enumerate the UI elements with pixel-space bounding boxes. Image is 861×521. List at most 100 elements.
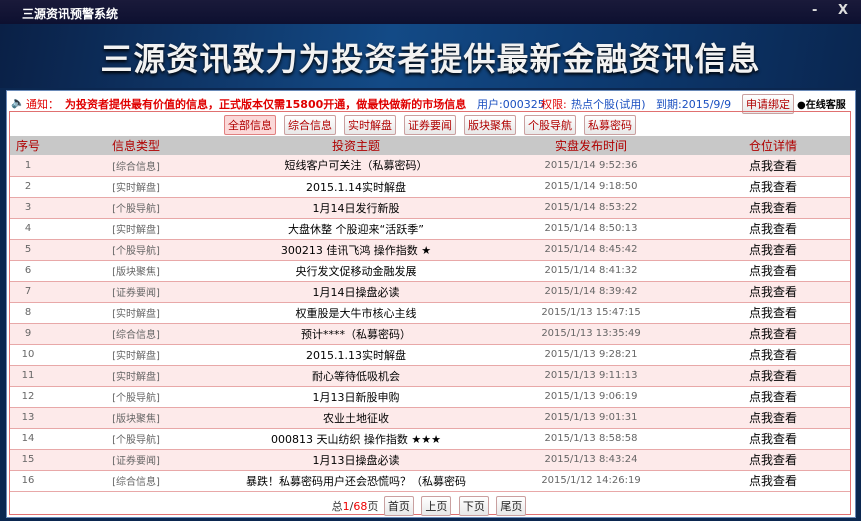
publish-time: 2015/1/13 9:28:21 [486,344,696,366]
subject[interactable]: 农业土地征收 [226,407,486,429]
subject[interactable]: 耐心等待低吸机会 [226,365,486,387]
view-link[interactable]: 点我查看 [696,449,850,471]
view-link[interactable]: 点我查看 [696,407,850,429]
current-page: 1 [342,500,350,513]
view-link[interactable]: 点我查看 [696,302,850,324]
table-row: 11 [实时解盘] 耐心等待低吸机会 2015/1/13 9:11:13 点我查看 [10,365,850,387]
pager-prefix: 总 [331,500,343,513]
filter-button[interactable]: 版块聚焦 [464,115,516,135]
filter-button[interactable]: 证券要闻 [404,115,456,135]
filter-button[interactable]: 综合信息 [284,115,336,135]
filter-button[interactable]: 私募密码 [584,115,636,135]
subject[interactable]: 预计****（私募密码） [226,323,486,345]
publish-time: 2015/1/14 8:41:32 [486,260,696,282]
first-page-button[interactable]: 首页 [383,496,414,516]
view-link[interactable]: 点我查看 [696,428,850,450]
notice-bar: 🔈 通知： 为投资者提供最有价值的信息，正式版本仅需15800开通，做最快做新的… [9,93,851,114]
online-support-link[interactable]: ●在线客服 [797,96,846,111]
apply-bind-button[interactable]: 申请绑定 [742,94,794,114]
publish-time: 2015/1/13 8:43:24 [486,449,696,471]
expire-date: 到期:2015/9/9 [656,98,732,111]
speaker-icon: 🔈 [11,96,25,109]
view-link[interactable]: 点我查看 [696,365,850,387]
subject[interactable]: 000813 天山纺织 操作指数 ★★★ [226,428,486,450]
view-link[interactable]: 点我查看 [696,239,850,261]
banner: 三源资讯致力为投资者提供最新金融资讯信息 [0,24,861,88]
subject[interactable]: 1月13日新股申购 [226,386,486,408]
table-row: 3 [个股导航] 1月14日发行新股 2015/1/14 8:53:22 点我查看 [10,197,850,219]
subject[interactable]: 2015.1.13实时解盘 [226,344,486,366]
subject[interactable]: 权重股是大牛市核心主线 [226,302,486,324]
last-page-button[interactable]: 尾页 [496,496,527,516]
close-button[interactable]: X [838,3,849,18]
row-index: 11 [10,365,46,387]
table-row: 5 [个股导航] 300213 佳讯飞鸿 操作指数 ★ 2015/1/14 8:45:… [10,239,850,261]
filter-button[interactable]: 个股导航 [524,115,576,135]
permission-label: 权限: [541,98,567,111]
info-type: [个股导航] [46,197,226,219]
publish-time: 2015/1/14 8:45:42 [486,239,696,261]
table-row: 4 [实时解盘] 大盘休整 个股迎来“活跃季” 2015/1/14 8:50:13 点我… [10,218,850,240]
view-link[interactable]: 点我查看 [696,218,850,240]
table-row: 14 [个股导航] 000813 天山纺织 操作指数 ★★★ 2015/1/13 8:… [10,428,850,450]
subject[interactable]: 暴跌！私募密码用户还会恐慌吗？（私募密码 [226,470,486,492]
subject[interactable]: 短线客户可关注（私募密码） [226,155,486,177]
row-index: 8 [10,302,46,324]
publish-time: 2015/1/13 9:01:31 [486,407,696,429]
row-index: 13 [10,407,46,429]
notice-label: 通知： [26,98,59,111]
view-link[interactable]: 点我查看 [696,260,850,282]
info-type: [实时解盘] [46,365,226,387]
info-type: [综合信息] [46,470,226,492]
total-pages: 68 [353,500,368,513]
content-area: 全部信息 综合信息 实时解盘 证券要闻 版块聚焦 个股导航 私募密码 序号 信息类型 投资主题实… [9,111,851,516]
view-link[interactable]: 点我查看 [696,281,850,303]
table-row: 6 [版块聚焦] 央行发文促移动金融发展 2015/1/14 8:41:32 点我查看 [10,260,850,282]
pager-sep: / [349,500,354,513]
minimize-button[interactable]: - [812,3,818,18]
info-type: [实时解盘] [46,302,226,324]
info-type: [个股导航] [46,386,226,408]
view-link[interactable]: 点我查看 [696,470,850,492]
subject[interactable]: 1月14日发行新股 [226,197,486,219]
view-link[interactable]: 点我查看 [696,344,850,366]
filter-button[interactable]: 实时解盘 [344,115,396,135]
qq-icon: ● [797,100,806,111]
subject[interactable]: 大盘休整 个股迎来“活跃季” [226,218,486,240]
subject[interactable]: 央行发文促移动金融发展 [226,260,486,282]
info-type: [版块聚焦] [46,407,226,429]
banner-slogan: 三源资讯致力为投资者提供最新金融资讯信息 [100,40,761,78]
row-index: 7 [10,281,46,303]
user-id: 用户:000325 [477,98,545,111]
row-index: 15 [10,449,46,471]
view-link[interactable]: 点我查看 [696,386,850,408]
publish-time: 2015/1/12 14:26:19 [486,470,696,492]
subject[interactable]: 300213 佳讯飞鸿 操作指数 ★ [226,239,486,261]
row-index: 12 [10,386,46,408]
row-index: 16 [10,470,46,492]
column-header: 投资主题 [226,136,486,155]
subject[interactable]: 1月14日操盘必读 [226,281,486,303]
row-index: 2 [10,176,46,198]
column-header: 信息类型 [46,136,226,155]
subject[interactable]: 1月13日操盘必读 [226,449,486,471]
next-page-button[interactable]: 下页 [458,496,489,516]
prev-page-button[interactable]: 上页 [421,496,452,516]
publish-time: 2015/1/13 13:35:49 [486,323,696,345]
view-link[interactable]: 点我查看 [696,155,850,177]
subject[interactable]: 2015.1.14实时解盘 [226,176,486,198]
main-panel: 🔈 通知： 为投资者提供最有价值的信息，正式版本仅需15800开通，做最快做新的… [6,90,856,518]
pagination: 总1/68页 首页 上页 下页 尾页 [10,496,850,516]
info-table: 序号 信息类型 投资主题 实盘发布时间 仓位详情 1 [综合信息] 短线客户可关注（私募密码… [10,136,850,492]
table-row: 7 [证券要闻] 1月14日操盘必读 2015/1/14 8:39:42 点我查看 [10,281,850,303]
filter-button[interactable]: 全部信息 [224,115,276,135]
view-link[interactable]: 点我查看 [696,176,850,198]
view-link[interactable]: 点我查看 [696,197,850,219]
info-type: [综合信息] [46,323,226,345]
info-type: [个股导航] [46,239,226,261]
info-type: [实时解盘] [46,218,226,240]
table-row: 1 [综合信息] 短线客户可关注（私募密码） 2015/1/14 9:52:36 点我查… [10,155,850,177]
row-index: 10 [10,344,46,366]
view-link[interactable]: 点我查看 [696,323,850,345]
row-index: 5 [10,239,46,261]
